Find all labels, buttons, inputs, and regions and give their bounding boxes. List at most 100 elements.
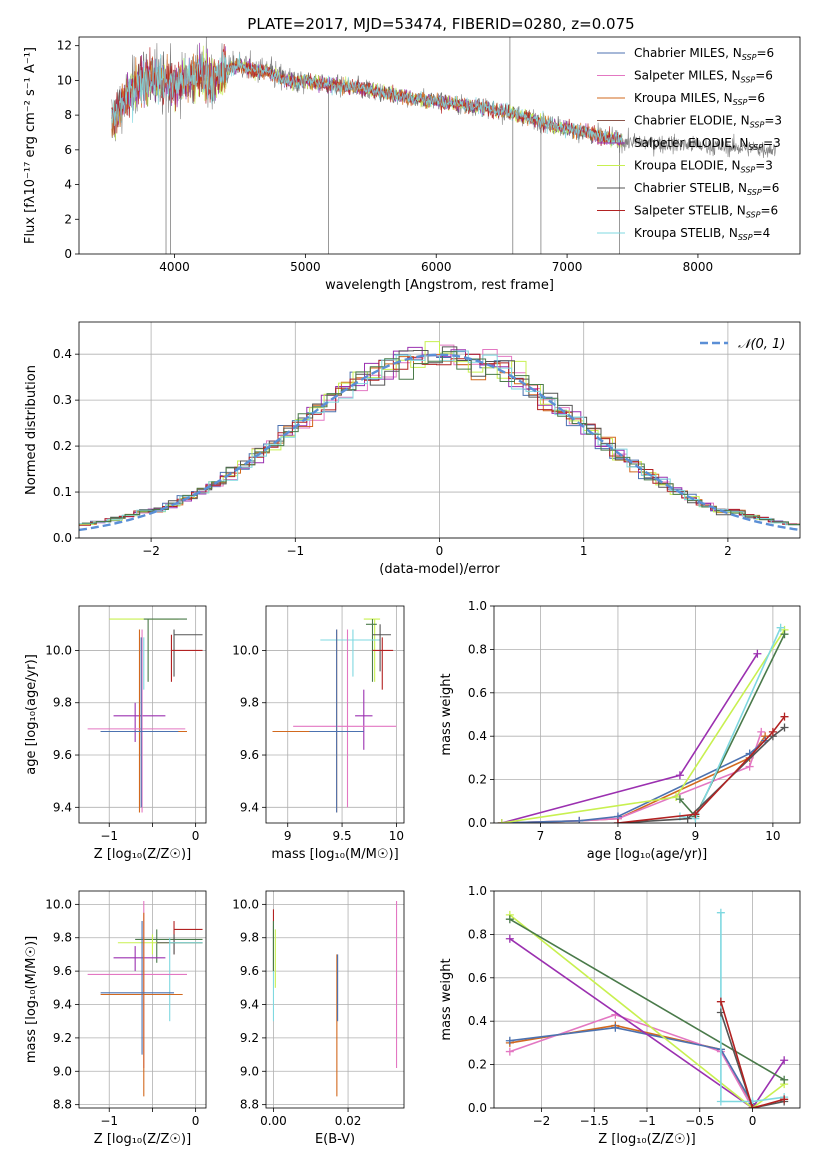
plot-area [505, 908, 789, 1108]
figure-title: PLATE=2017, MJD=53474, FIBERID=0280, z=0… [247, 15, 634, 33]
panel-residuals: −2 −1 0 1 2 0.0 0.1 0.2 0.3 0.4 (data-model)/error… [24, 321, 801, 577]
point-marker [745, 762, 754, 771]
model-kroupa_stelib [111, 51, 623, 147]
point-marker [675, 771, 684, 780]
legend-entry: Kroupa ELODIE, NSSP=3 [634, 159, 773, 175]
tick-label-x: 9 [692, 829, 700, 843]
panel-age_vs_mass: 9 9.5 10 9.4 9.6 9.8 10.0 mass [log₁₀(M/M☉)] [232, 605, 405, 862]
axis-label-y: mass weight [439, 958, 454, 1040]
tick-label-x: −0.5 [685, 1114, 714, 1128]
axis-label-y: age [log₁₀(age/yr)] [24, 654, 39, 775]
tick-label-y: 0.6 [468, 686, 487, 700]
tick-label-x: −1 [286, 544, 304, 558]
normal-curve [79, 353, 800, 532]
axes-frame [78, 36, 801, 255]
axis-label-y: Flux [fλ10⁻¹⁷ erg cm⁻² s⁻¹ A⁻¹] [23, 47, 38, 244]
axes-frame [78, 890, 207, 1109]
tick-label-y: 9.6 [240, 748, 259, 762]
axes-frame [493, 605, 801, 824]
tick-label-y: 9.4 [240, 998, 259, 1012]
data-point [173, 629, 203, 677]
data-point [135, 929, 203, 963]
tick-label-y: 10.0 [45, 897, 72, 911]
plot-area [79, 341, 800, 532]
point-marker [575, 816, 584, 823]
data-point [372, 637, 394, 690]
point-marker [716, 908, 725, 917]
tick-label-y: 0.0 [468, 816, 487, 830]
weight-series-salpeter_elodie [501, 653, 759, 823]
tick-label-x: 7000 [552, 260, 583, 274]
legend-entry: Chabrier ELODIE, NSSP=3 [634, 114, 782, 130]
tick-label-y: 6 [64, 143, 72, 157]
tick-label-y: 9.6 [240, 964, 259, 978]
weight-series-kroupa_miles [509, 1024, 754, 1108]
point-marker [780, 1095, 789, 1104]
tick-label-x: 0 [436, 544, 444, 558]
legend-entry: 𝒩(0, 1) [738, 337, 785, 352]
tick-label-y: 9.8 [53, 696, 72, 710]
tick-label-x: 0 [192, 1114, 200, 1128]
weight-series-kroupa_elodie [509, 914, 785, 1108]
data-point [87, 629, 186, 813]
weight-series-kroupa_elodie [501, 629, 786, 823]
tick-label-y: 8.8 [53, 1098, 72, 1112]
tick-label-y: 0 [64, 247, 72, 261]
tick-label-x: 5000 [290, 260, 321, 274]
data-point [320, 629, 381, 677]
panel-age_vs_Z: −1 0 9.4 9.6 9.8 10.0 Z [log₁₀(Z/Z☉)] age [log₁… [24, 605, 207, 862]
axis-label-x: Z [log₁₀(Z/Z☉)] [94, 847, 191, 862]
tick-label-x: 0.02 [335, 1114, 362, 1128]
tick-label-y: 0.1 [53, 485, 72, 499]
panel-weight_vs_Z: −2 −1.5 −1 −0.5 0 0.0 0.2 0.4 0.6 0.8 1.0 Z [log₁₀(… [439, 884, 801, 1147]
point-marker [691, 810, 700, 819]
point-marker [613, 819, 622, 823]
grid [266, 606, 404, 823]
tick-label-y: 9.6 [53, 748, 72, 762]
tick-label-y: 10.0 [45, 643, 72, 657]
point-marker [505, 1047, 514, 1056]
grid [494, 605, 800, 824]
tick-label-y: 9.8 [240, 931, 259, 945]
axis-label-x: wavelength [Angstrom, rest frame] [325, 278, 554, 293]
tick-label-y: 9.0 [53, 1064, 72, 1078]
tick-label-y: 10.0 [232, 897, 259, 911]
weight-series-kroupa_stelib [679, 627, 782, 820]
tick-label-y: 9.2 [240, 1031, 259, 1045]
data-point [169, 937, 203, 1022]
weight-series-salpeter_stelib [617, 716, 786, 823]
tick-label-y: 8 [64, 108, 72, 122]
plot-area [87, 901, 203, 1097]
point-marker [780, 630, 789, 639]
tick-label-x: −1 [100, 829, 118, 843]
axes-frame [493, 890, 801, 1109]
axis-label-x: age [log₁₀(age/yr)] [587, 847, 708, 862]
tick-label-x: −2 [142, 544, 160, 558]
weight-series-salpeter_miles [509, 1013, 754, 1108]
tick-label-x: 10 [389, 829, 404, 843]
tick-label-y: 0.4 [53, 347, 72, 361]
tick-label-y: 0.4 [468, 729, 487, 743]
tick-label-y: 9.4 [240, 800, 259, 814]
tick-label-x: 0 [749, 1114, 757, 1128]
legend-entry: Salpeter MILES, NSSP=6 [634, 69, 773, 85]
tick-label-y: 0.2 [53, 439, 72, 453]
tick-label-x: 0 [192, 829, 200, 843]
point-marker [505, 934, 514, 943]
tick-label-y: 9.2 [53, 1031, 72, 1045]
data-point [100, 637, 179, 808]
legend-entry: Kroupa MILES, NSSP=6 [634, 91, 765, 107]
tick-label-y: 0.3 [53, 393, 72, 407]
data-point [100, 921, 175, 1055]
plot-area [272, 618, 397, 813]
legend-entry: Chabrier MILES, NSSP=6 [634, 46, 774, 62]
plot-area [272, 901, 398, 1097]
point-marker [716, 1097, 725, 1106]
point-marker [497, 819, 506, 823]
tick-label-y: 0.8 [468, 642, 487, 656]
point-marker [675, 795, 684, 804]
tick-label-x: 0.00 [260, 1114, 287, 1128]
tick-label-y: 10 [57, 73, 72, 87]
tick-label-x: 7 [537, 829, 545, 843]
tick-label-x: 9 [284, 829, 292, 843]
